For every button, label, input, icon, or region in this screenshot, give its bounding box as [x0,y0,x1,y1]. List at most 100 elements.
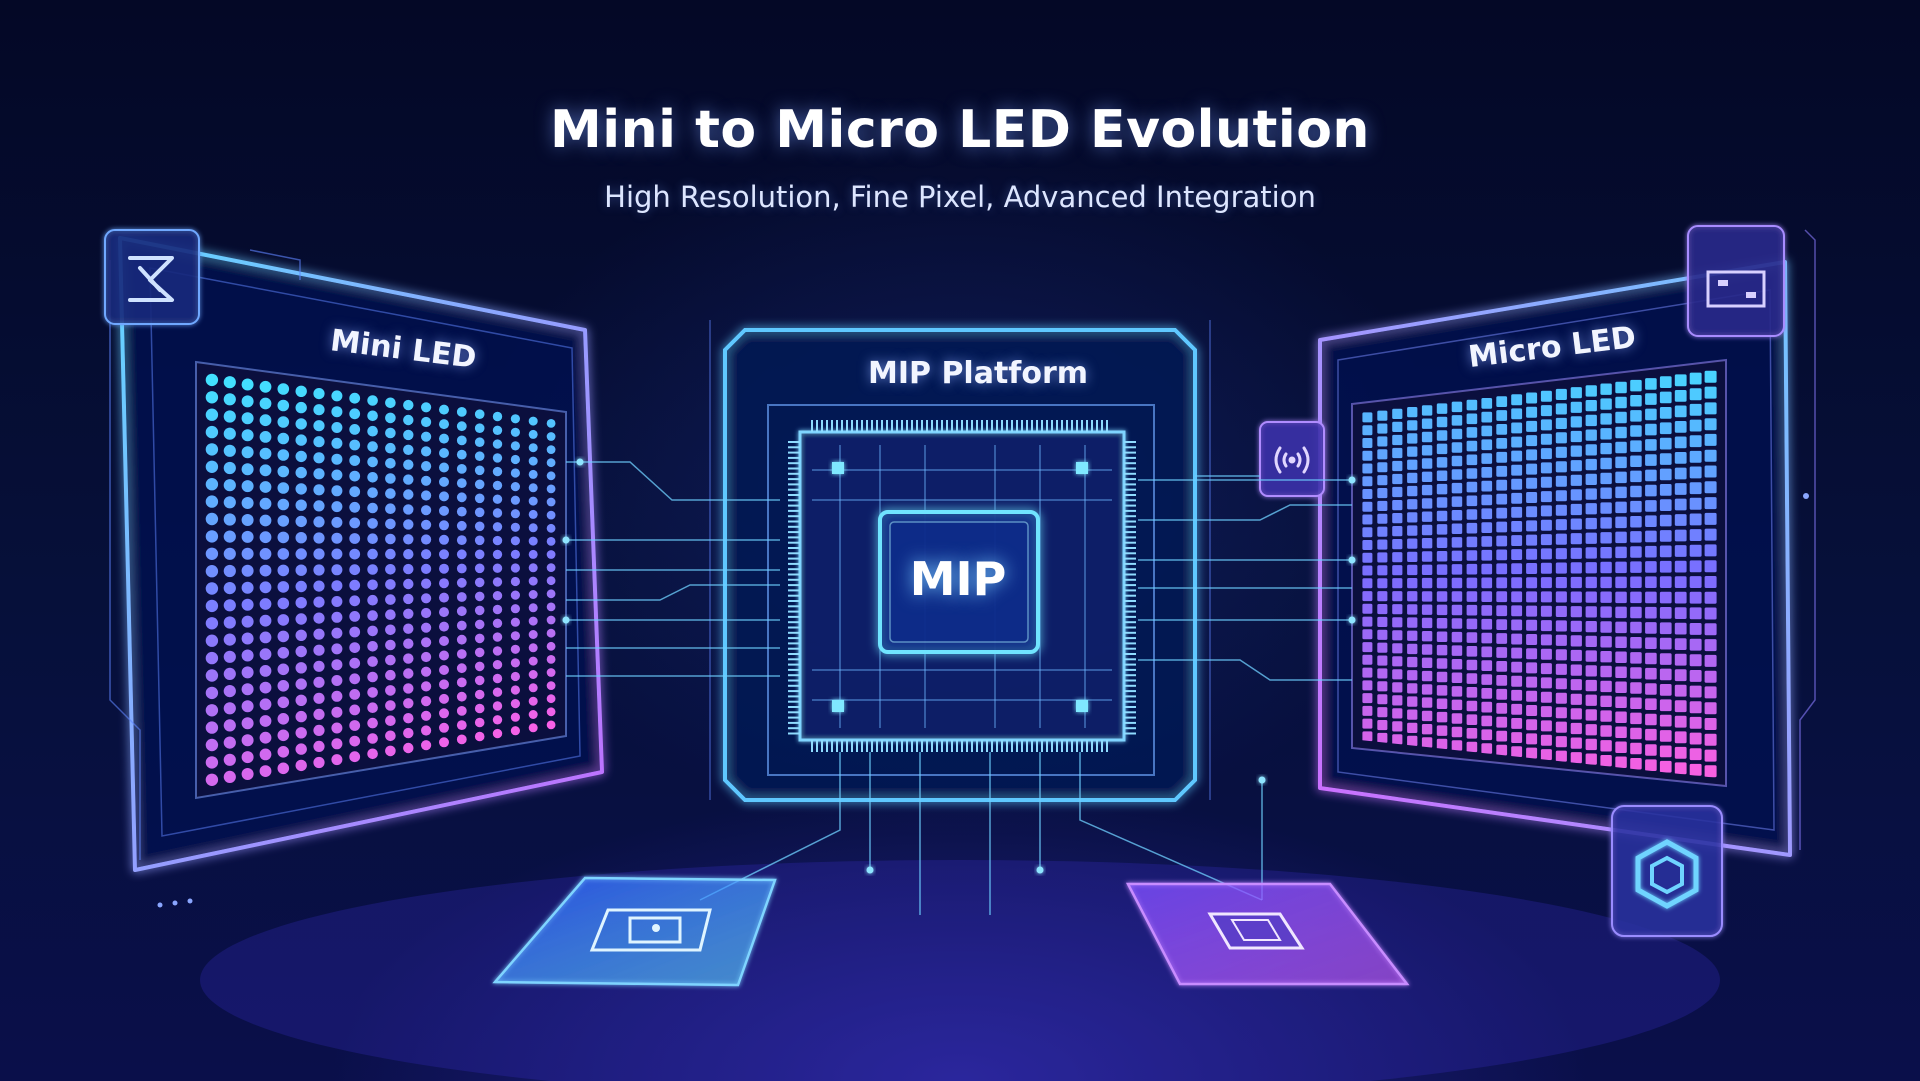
mini-led-dot [313,676,325,688]
micro-led-pixel [1585,635,1597,647]
mini-led-dot [492,632,503,642]
micro-led-pixel [1392,513,1403,524]
mini-led-dot [474,507,485,518]
micro-led-pixel [1392,526,1403,537]
micro-led-pixel [1585,562,1597,574]
mini-led-dot [492,411,503,422]
micro-led-pixel [1526,534,1538,546]
micro-led-pixel [1645,667,1657,680]
micro-led-pixel [1377,681,1388,692]
micro-led-pixel [1674,498,1687,511]
micro-led-pixel [1585,724,1597,736]
micro-led-pixel [1436,711,1448,723]
mini-led-dot [331,754,343,766]
mini-led-dot [223,393,236,406]
mini-led-dot [510,576,520,587]
mini-led-dot [367,656,378,667]
mini-led-dot [277,746,290,758]
micro-led-pixel [1451,699,1463,711]
micro-led-pixel [1526,690,1538,702]
mini-led-dot [259,464,272,477]
micro-led-pixel [1362,654,1373,665]
target-icon [589,908,712,952]
micro-led-pixel [1377,629,1388,640]
mini-led-dot [528,509,538,519]
mini-led-dot [546,681,556,690]
micro-led-pixel [1496,577,1508,589]
mini-led-dot [205,495,219,508]
mini-led-dot [223,633,236,646]
mini-led-dot [349,439,361,451]
mini-led-dot [259,598,272,610]
connection-lines [562,458,1356,915]
micro-led-pixel [1659,453,1672,465]
mini-led-dot [241,768,254,780]
mini-led-dot [385,685,396,696]
micro-led-pixel [1421,551,1433,562]
mini-led-dot [510,617,520,627]
mini-led-dot [367,410,378,422]
micro-led-pixel [1451,510,1463,521]
mini-led-dot [421,431,432,442]
micro-led-pixel [1511,591,1523,603]
micro-led-pixel [1421,604,1433,615]
micro-led-pixel [1526,449,1538,461]
micro-led-pixel [1377,462,1388,473]
mini-led-dot [474,731,485,742]
micro-led-pixel [1451,591,1463,602]
mini-led-dot [295,645,307,658]
micro-led-pixel [1704,497,1717,510]
micro-led-pixel [1674,591,1687,604]
mini-led-dot [439,708,449,719]
micro-led-pixel [1421,538,1433,549]
circuit-icon [104,229,200,325]
mini-led-dot [492,660,503,670]
micro-led-pixel [1436,470,1448,481]
mini-led-dot [385,503,396,514]
mini-led-dot [313,420,325,432]
micro-led-pixel [1585,709,1597,721]
micro-led-pixel [1630,425,1642,437]
micro-led-pixel [1407,538,1418,549]
micro-led-pixel [1481,674,1493,685]
mini-led-dot [528,429,538,439]
micro-led-pixel [1630,576,1642,588]
mini-led-dot [546,537,556,546]
mini-led-dot [367,425,378,437]
micro-led-pixel [1540,605,1552,617]
mini-led-dot [546,668,556,677]
page-title: Mini to Micro LED Evolution [550,100,1370,160]
mini-led-dot [456,435,467,446]
micro-led-pixel [1570,416,1582,428]
mini-led-dot [385,427,396,439]
mini-led-dot [546,602,556,612]
micro-led-pixel [1570,401,1582,413]
micro-led-pixel [1645,744,1657,756]
micro-led-pixel [1481,549,1493,561]
micro-led-pixel [1659,699,1672,712]
mini-led-dot [403,742,414,754]
mini-led-panel [109,236,604,908]
mini-led-dot [492,687,503,697]
micro-led-pixel [1392,695,1403,706]
micro-led-pixel [1377,475,1388,486]
mini-led-dot [546,707,556,717]
mini-led-dot [421,666,432,677]
micro-led-pixel [1645,500,1657,512]
mini-led-dot [349,533,361,544]
micro-led-pixel [1645,759,1657,771]
micro-led-pixel [1421,405,1433,416]
mini-led-dot [385,458,396,469]
mini-led-dot [403,504,414,515]
mini-led-dot [205,373,219,387]
micro-led-pixel [1451,415,1463,426]
mini-led-dot [456,677,467,688]
micro-led-pixel [1615,531,1627,544]
micro-led-pixel [1704,449,1717,462]
micro-led-pixel [1377,513,1388,524]
mini-led-dot [546,432,556,441]
mini-led-dot [528,710,538,719]
micro-led-pixel [1600,413,1612,425]
micro-led-pixel [1466,468,1478,479]
mini-led-dot [403,519,414,530]
